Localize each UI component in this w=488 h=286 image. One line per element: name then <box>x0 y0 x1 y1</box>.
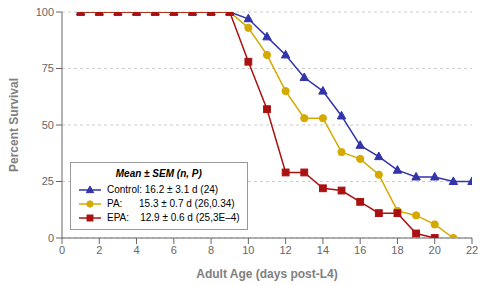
html-text:EPA: 12.9 ± 0.6 d (25,3E–4): EPA: 12.9 ± 0.6 d (25,3E–4) <box>107 212 240 223</box>
svg-text:0: 0 <box>48 232 54 244</box>
svg-text:22: 22 <box>466 244 478 256</box>
svg-text:16: 16 <box>354 244 366 256</box>
svg-text:100: 100 <box>36 6 54 18</box>
svg-text:0: 0 <box>59 244 65 256</box>
svg-text:Adult Age (days post-L4): Adult Age (days post-L4) <box>196 267 338 281</box>
svg-text:6: 6 <box>171 244 177 256</box>
svg-text:4: 4 <box>133 244 139 256</box>
svg-text:50: 50 <box>42 119 54 131</box>
svg-text:12: 12 <box>280 244 292 256</box>
html-text:Mean ± SEM (n, P): Mean ± SEM (n, P) <box>115 168 202 179</box>
svg-text:10: 10 <box>242 244 254 256</box>
html-text:Control: 16.2 ± 3.1 d (24): Control: 16.2 ± 3.1 d (24) <box>107 184 219 195</box>
svg-text:75: 75 <box>42 62 54 74</box>
html-text:PA: 15.3 ± 0.7 d (26,0.34): PA: 15.3 ± 0.7 d (26,0.34) <box>107 198 235 209</box>
svg-text:2: 2 <box>96 244 102 256</box>
svg-text:14: 14 <box>317 244 329 256</box>
svg-text:20: 20 <box>429 244 441 256</box>
svg-text:25: 25 <box>42 175 54 187</box>
svg-text:18: 18 <box>391 244 403 256</box>
svg-text:Percent Survival: Percent Survival <box>7 78 21 172</box>
svg-text:8: 8 <box>208 244 214 256</box>
